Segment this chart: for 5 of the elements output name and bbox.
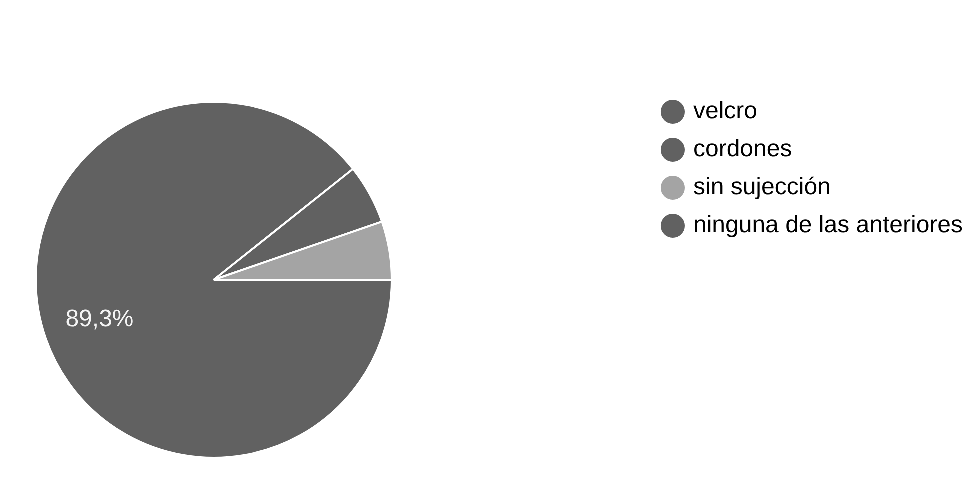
- legend-label: cordones: [693, 136, 792, 163]
- data-label: 89,3%: [66, 306, 134, 333]
- legend-label: sin sujección: [693, 174, 831, 201]
- legend-label: ninguna de las anteriores: [693, 212, 964, 239]
- legend-label: velcro: [693, 98, 758, 125]
